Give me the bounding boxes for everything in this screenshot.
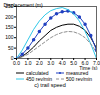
svg-text:5.0: 5.0 <box>70 60 77 66</box>
svg-text:0.0: 0.0 <box>13 60 20 66</box>
svg-text:2.0: 2.0 <box>36 60 43 66</box>
html-text:measured: measured <box>66 70 89 76</box>
html-text:500 rev/min: 500 rev/min <box>66 76 93 82</box>
svg-text:3.0: 3.0 <box>47 60 54 66</box>
svg-text:0: 0 <box>10 55 14 62</box>
svg-text:200: 200 <box>5 14 14 20</box>
svg-text:4.0: 4.0 <box>59 60 66 66</box>
svg-text:1.0: 1.0 <box>24 60 31 66</box>
svg-text:6.0: 6.0 <box>81 60 89 67</box>
html-text:c) trail speed: c) trail speed <box>34 82 66 88</box>
html-text:450 rev/min: 450 rev/min <box>26 76 53 82</box>
svg-text:50: 50 <box>8 45 14 51</box>
svg-text:150: 150 <box>5 24 14 30</box>
svg-text:Displacement (m): Displacement (m) <box>4 2 44 8</box>
html-text:calculated: calculated <box>26 70 49 76</box>
svg-text:100: 100 <box>5 34 14 40</box>
svg-text:Time (s): Time (s) <box>79 65 97 71</box>
